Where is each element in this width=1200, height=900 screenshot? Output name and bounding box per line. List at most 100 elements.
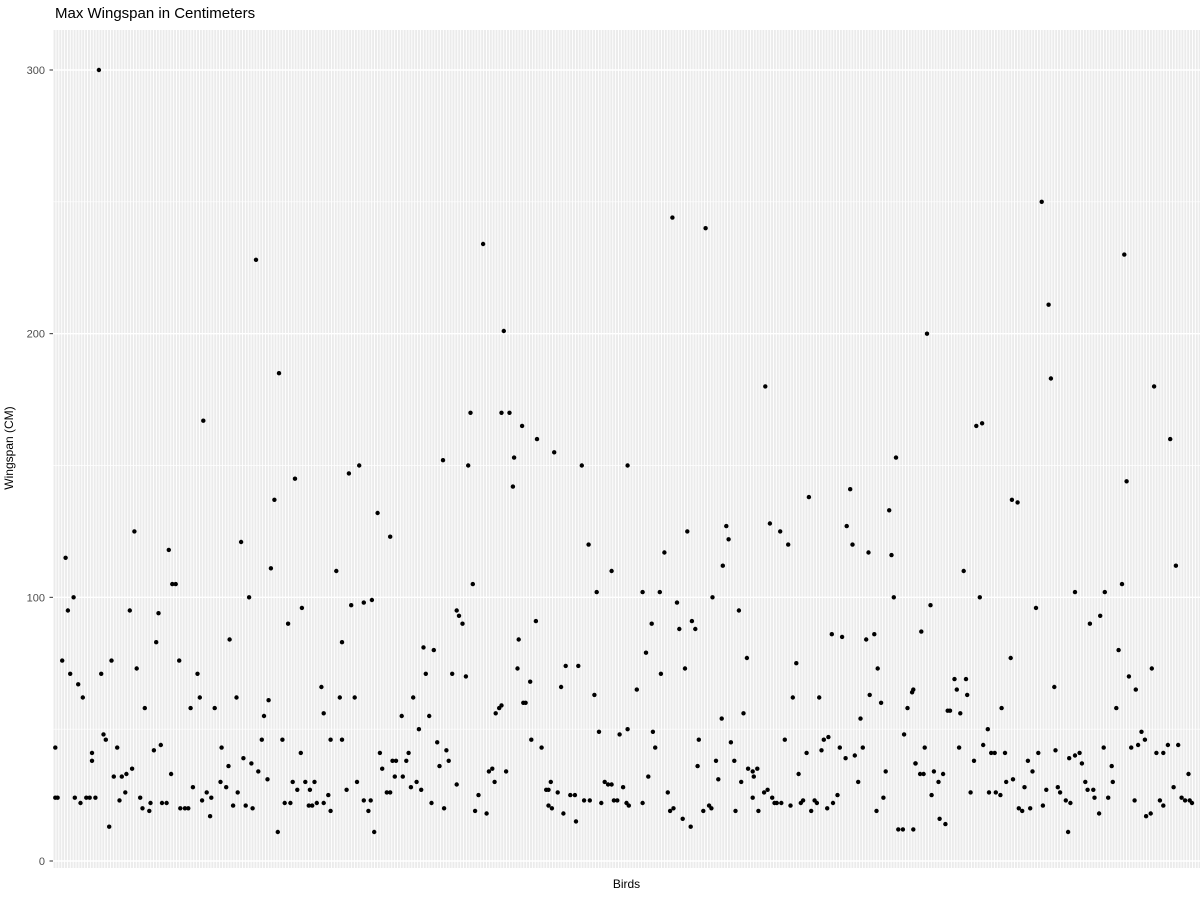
data-point: [1126, 674, 1132, 679]
data-point: [625, 727, 630, 732]
data-point: [1020, 808, 1025, 814]
data-point: [599, 800, 604, 806]
data-point: [1148, 811, 1153, 816]
data-point: [790, 695, 795, 700]
data-point: [226, 763, 231, 769]
data-point: [480, 241, 486, 247]
horizontal-gridlines: [53, 69, 1200, 862]
data-point: [1179, 795, 1184, 800]
data-point: [875, 666, 880, 671]
y-tick-label: 0: [39, 856, 45, 868]
data-point: [989, 750, 994, 756]
data-point: [380, 766, 385, 771]
data-point: [96, 67, 102, 73]
data-point: [484, 811, 489, 816]
data-point: [800, 798, 806, 803]
data-point: [745, 766, 751, 771]
data-point: [643, 650, 649, 655]
data-point: [936, 779, 941, 785]
y-tick-label: 200: [27, 329, 45, 341]
data-point: [1083, 779, 1088, 785]
data-point: [1039, 199, 1044, 204]
data-point: [625, 463, 630, 468]
data-point: [299, 605, 305, 611]
data-point: [662, 550, 667, 555]
data-point: [701, 808, 706, 814]
data-point: [292, 476, 298, 481]
data-point: [992, 750, 997, 756]
data-point: [1008, 655, 1013, 661]
data-point: [280, 737, 285, 742]
data-point: [369, 597, 375, 603]
data-point: [423, 671, 428, 676]
data-point: [856, 779, 861, 785]
data-point: [142, 705, 147, 711]
data-point: [354, 779, 360, 785]
data-point: [78, 800, 83, 806]
data-point: [958, 711, 963, 716]
data-point: [499, 703, 504, 708]
data-point: [127, 608, 132, 613]
data-point: [399, 713, 404, 719]
data-point: [99, 671, 104, 676]
data-point: [931, 769, 937, 774]
data-point: [68, 671, 73, 676]
data-point: [219, 745, 224, 750]
data-point: [503, 769, 509, 774]
data-point: [224, 785, 229, 790]
data-point: [372, 829, 377, 835]
data-point: [548, 779, 553, 785]
data-point: [724, 523, 729, 529]
data-point: [581, 798, 587, 803]
data-point: [806, 494, 812, 500]
data-point: [250, 806, 255, 811]
data-point: [1065, 829, 1071, 835]
data-point: [703, 226, 708, 231]
y-tick-label: 100: [27, 592, 45, 604]
data-point: [1015, 500, 1020, 505]
data-point: [1114, 705, 1119, 711]
data-point: [1176, 742, 1181, 748]
data-point: [928, 603, 933, 608]
data-points: [53, 67, 1195, 835]
data-point: [716, 777, 721, 782]
chart-title: Max Wingspan in Centimeters: [55, 5, 256, 22]
data-point: [867, 692, 872, 698]
data-point: [173, 581, 178, 587]
data-point: [1116, 647, 1121, 653]
data-point: [1109, 763, 1114, 769]
data-point: [1010, 777, 1016, 782]
data-point: [796, 771, 801, 777]
data-point: [134, 666, 139, 671]
data-point: [201, 418, 206, 423]
data-point: [573, 819, 579, 824]
data-point: [609, 568, 614, 574]
data-point: [314, 800, 319, 806]
data-point: [259, 737, 264, 742]
data-point: [858, 716, 863, 721]
data-point: [416, 727, 422, 732]
data-point: [234, 695, 239, 700]
data-point: [182, 806, 188, 811]
data-point: [977, 595, 982, 600]
data-point: [156, 611, 161, 616]
data-point: [298, 750, 303, 756]
data-point: [905, 705, 910, 711]
data-point: [889, 552, 894, 558]
data-point: [123, 790, 128, 795]
y-tick-label: 300: [27, 65, 45, 77]
data-point: [1161, 750, 1166, 756]
data-point: [1132, 798, 1137, 803]
data-point: [872, 632, 877, 637]
data-point: [89, 750, 95, 756]
data-point: [825, 806, 830, 811]
data-point: [158, 742, 163, 748]
data-point: [719, 716, 724, 721]
data-point: [357, 463, 362, 468]
data-point: [431, 647, 436, 653]
data-point: [1151, 384, 1157, 389]
data-point: [132, 529, 137, 534]
data-point: [602, 779, 607, 785]
data-point: [349, 603, 354, 608]
data-point: [848, 487, 853, 492]
